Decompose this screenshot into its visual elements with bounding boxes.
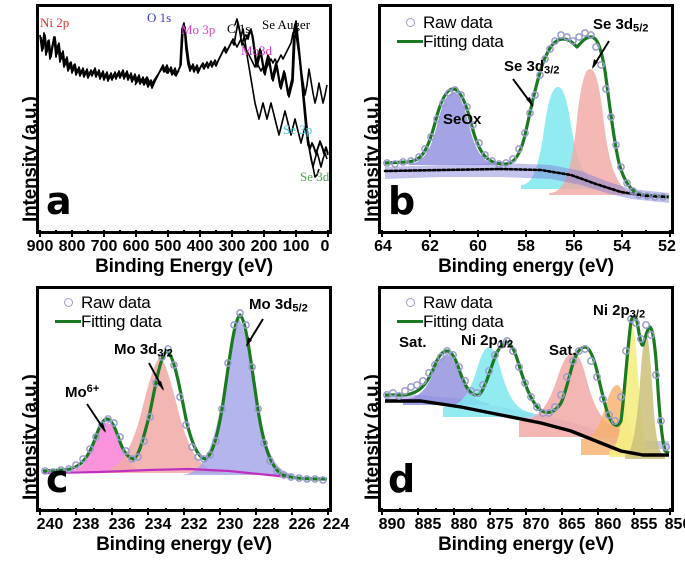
panel-c-x-axis-label: Binding energy (eV) [96, 534, 272, 555]
panel-d-legend-fit: Fitting data [397, 312, 504, 331]
panel-c-peak-label-mo3d52: Mo 3d5/2 [249, 296, 308, 315]
panel-d-peak-label-sat-high: Sat. [399, 334, 427, 351]
panel-d-legend: Raw data Fitting data [397, 293, 504, 331]
panel-d-x-tick-labels: 890 885 880 875 870 865 860 855 850 [378, 516, 685, 533]
panel-c-peak-mo6plus [65, 423, 149, 471]
panel-a-peak-label-mo3d: Mo3d [241, 43, 273, 58]
panel-a-peak-label-se3d: Se 3d [300, 169, 330, 184]
panel-b-letter: b [388, 179, 416, 223]
panel-d-peak-label-sat-mid: Sat. [549, 342, 577, 359]
panel-c-letter: c [46, 457, 69, 501]
panel-a-x-tick-labels: 900 800 700 600 500 400 300 200 100 0 [26, 238, 330, 255]
panel-b-x-tick-labels: 64 62 60 58 56 54 52 [374, 238, 676, 255]
raw-data-circle-icon [397, 18, 423, 27]
panel-b-raw-data-points [383, 29, 667, 201]
fitting-data-line-icon [55, 319, 81, 324]
panel-c-peak-label-mo6plus: Mo6+ [65, 383, 100, 401]
panel-b-legend-raw: Raw data [397, 13, 504, 32]
panel-b-x-axis-label: Binding energy (eV) [438, 256, 614, 277]
panel-a-survey-trace-detail [39, 20, 329, 156]
panel-b-fit-curve [384, 35, 670, 199]
panel-c-peak-mo3d52 [179, 319, 299, 475]
panel-d-peak-ni2p32-b [625, 331, 665, 459]
panel-c-legend-fit: Fitting data [55, 312, 162, 331]
panel-a-letter: a [46, 179, 72, 223]
fitting-data-line-icon [397, 39, 423, 44]
panel-a-peak-label-o1s: O 1s [147, 10, 172, 25]
panel-c-legend: Raw data Fitting data [55, 293, 162, 331]
panel-b-legend: Raw data Fitting data [397, 13, 504, 51]
panel-b-peak-label-se3d32: Se 3d3/2 [504, 58, 560, 77]
panel-b-peak-label-seox: SeOx [443, 111, 482, 128]
panel-b-peak-se3d52 [549, 69, 633, 195]
panel-d-x-axis-label: Binding energy (eV) [438, 534, 614, 555]
panel-c-x-tick-labels: 240 238 236 234 232 230 228 226 224 [36, 516, 350, 533]
panel-c-mo3d-curves [41, 309, 328, 484]
panel-c-legend-raw: Raw data [55, 293, 162, 312]
panel-d-letter: d [388, 457, 416, 501]
panel-c-plot-area: Raw data Fitting data Mo6+ Mo 3d3/2 Mo 3… [36, 286, 332, 512]
panel-d-baseline [385, 399, 669, 457]
panel-b-peak-label-se3d52: Se 3d5/2 [593, 16, 649, 35]
panel-d-peak-ni2p12 [443, 347, 533, 417]
panel-a-plot-area [36, 4, 332, 234]
panel-b-se3d-curves [383, 29, 671, 203]
panel-d-raw-data-points [383, 315, 670, 451]
panel-b-baseline-dotted [383, 167, 671, 199]
fitting-data-line-icon [397, 319, 423, 324]
panel-b-background-band [385, 163, 669, 203]
panel-a-peak-label-mo3p: Mo 3p [181, 22, 216, 37]
panel-b-peak-se3d32 [521, 87, 609, 189]
panel-d-plot-area: Raw data Fitting data Sat. Ni 2p1/2 Sat.… [378, 286, 674, 512]
panel-c-peak-mo3d32 [91, 357, 229, 473]
panel-d-peak-label-ni2p12: Ni 2p1/2 [461, 332, 514, 351]
raw-data-circle-icon [397, 298, 423, 307]
panel-a-peak-label-ni2p: Ni 2p [40, 15, 70, 30]
panel-c-peak-label-mo3d32: Mo 3d3/2 [114, 341, 173, 360]
panel-a-x-axis-label: Binding Energy (eV) [95, 256, 273, 277]
panel-a-peak-label-se-auger: Se Auger [262, 17, 311, 32]
panel-b-legend-fit: Fitting data [397, 32, 504, 51]
panel-d-legend-raw: Raw data [397, 293, 504, 312]
panel-d-peak-label-ni2p32: Ni 2p3/2 [593, 302, 646, 321]
panel-b-plot-area: Raw data Fitting data SeOx Se 3d3/2 Se 3… [378, 4, 674, 234]
panel-a-peak-label-c1s: C 1s [227, 21, 251, 36]
raw-data-circle-icon [55, 298, 81, 307]
panel-b-peak-seox [401, 93, 505, 165]
panel-d-ni2p-curves [383, 314, 670, 459]
panel-a-peak-label-se3p: Se 3p [283, 122, 313, 137]
